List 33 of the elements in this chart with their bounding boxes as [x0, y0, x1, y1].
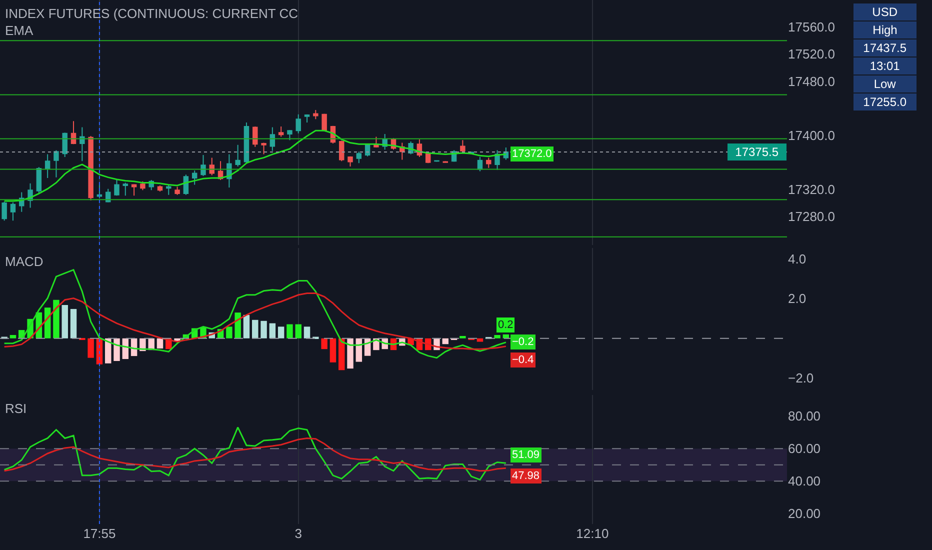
x-tick-label: 12:10 [576, 526, 609, 541]
y-tick-label: 17520.0 [788, 46, 835, 62]
y-tick-label: −2.0 [788, 370, 814, 386]
ref-line-label: 17375.5 [735, 145, 779, 159]
y-tick-label: 2.0 [788, 291, 806, 306]
data-label: 51.09 [512, 449, 540, 461]
y-tick-label: 20.00 [788, 506, 821, 522]
y-tick-label: 17320.0 [788, 182, 835, 198]
text: 17255.0 [863, 95, 907, 109]
text: MACD [5, 254, 44, 269]
y-tick-label: 4.0 [788, 251, 806, 266]
data-label: 47.98 [512, 470, 540, 482]
text: Low [874, 77, 896, 91]
y-tick-label: 80.00 [788, 408, 821, 424]
y-tick-label: 60.00 [788, 441, 821, 456]
y-tick-label: 17560.0 [788, 20, 835, 35]
y-tick-label: 17280.0 [788, 209, 835, 224]
text: USD [872, 5, 898, 19]
text: High [872, 23, 898, 37]
x-tick-label: 3 [294, 526, 302, 541]
y-tick-label: 17400.0 [788, 128, 835, 143]
text: EMA [5, 23, 34, 38]
text: 17437.5 [863, 41, 907, 55]
data-label: −0.2 [512, 336, 534, 348]
data-label: 0.2 [498, 319, 514, 331]
text: INDEX FUTURES (CONTINUOUS: CURRENT CC [5, 6, 298, 21]
data-label: 17372.0 [512, 148, 552, 160]
text: 13:01 [870, 59, 900, 73]
x-tick-label: 17:55 [83, 526, 116, 541]
y-tick-label: 17480.0 [788, 74, 835, 89]
text: RSI [5, 401, 27, 416]
data-label: −0.4 [512, 354, 534, 366]
y-tick-label: 40.00 [788, 474, 821, 489]
